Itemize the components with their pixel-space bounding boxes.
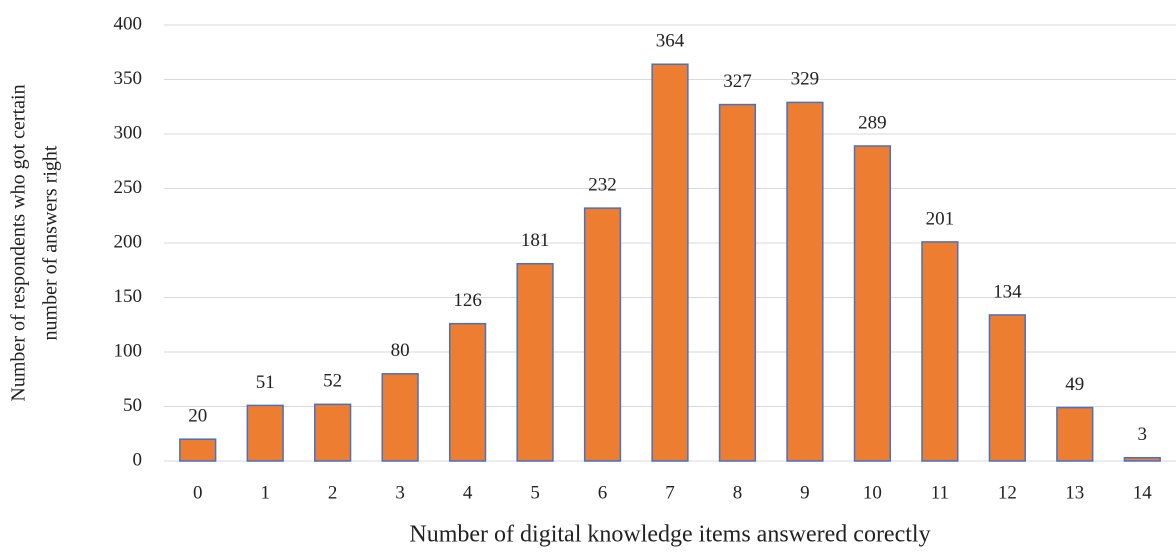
x-tick-label: 7 bbox=[665, 482, 675, 503]
x-tick-label: 0 bbox=[193, 482, 203, 503]
y-tick-label: 100 bbox=[114, 340, 143, 361]
data-label: 364 bbox=[656, 31, 685, 52]
bar bbox=[516, 262, 554, 462]
bar bbox=[651, 63, 689, 462]
bar bbox=[786, 101, 824, 462]
data-label: 201 bbox=[926, 208, 955, 229]
data-label: 181 bbox=[521, 230, 550, 251]
y-tick-label: 200 bbox=[114, 231, 143, 252]
bar bbox=[718, 103, 757, 462]
y-axis-label: number of answers right bbox=[40, 145, 62, 340]
bar bbox=[246, 404, 284, 462]
data-label: 327 bbox=[723, 71, 752, 92]
bar bbox=[314, 403, 352, 462]
bar bbox=[853, 145, 892, 462]
x-tick-label: 11 bbox=[931, 482, 949, 503]
data-label: 134 bbox=[993, 281, 1022, 302]
y-tick-label: 350 bbox=[114, 68, 143, 89]
bar bbox=[921, 241, 959, 462]
bar bbox=[1056, 406, 1094, 462]
x-tick-label: 8 bbox=[733, 482, 743, 503]
y-tick-label: 400 bbox=[114, 13, 143, 34]
y-tick-label: 250 bbox=[114, 177, 143, 198]
data-label: 49 bbox=[1065, 374, 1084, 395]
data-label: 232 bbox=[588, 174, 617, 195]
x-tick-label: 5 bbox=[530, 482, 540, 503]
x-tick-label: 3 bbox=[395, 482, 405, 503]
data-label: 20 bbox=[188, 406, 207, 427]
bar bbox=[381, 373, 419, 462]
data-label: 52 bbox=[323, 371, 342, 392]
data-label: 289 bbox=[858, 112, 887, 133]
x-tick-label: 10 bbox=[863, 482, 882, 503]
x-tick-label: 14 bbox=[1133, 482, 1153, 503]
data-label: 329 bbox=[791, 69, 820, 90]
x-axis-label: Number of digital knowledge items answer… bbox=[409, 522, 930, 548]
data-label: 3 bbox=[1138, 424, 1148, 445]
y-tick-label: 50 bbox=[123, 395, 142, 416]
x-tick-label: 2 bbox=[328, 482, 338, 503]
x-tick-label: 1 bbox=[260, 482, 270, 503]
data-label: 80 bbox=[391, 340, 410, 361]
bar bbox=[988, 314, 1026, 462]
y-tick-label: 300 bbox=[114, 122, 143, 143]
y-tick-label: 150 bbox=[114, 286, 143, 307]
y-axis-label: Number of respondents who got certain bbox=[8, 84, 30, 401]
x-tick-label: 12 bbox=[998, 482, 1017, 503]
data-label: 51 bbox=[256, 372, 275, 393]
x-tick-label: 9 bbox=[800, 482, 810, 503]
x-tick-label: 4 bbox=[463, 482, 473, 503]
bar bbox=[448, 322, 487, 462]
bar bbox=[179, 438, 217, 462]
data-label: 126 bbox=[453, 290, 482, 311]
x-tick-label: 6 bbox=[598, 482, 608, 503]
bar bbox=[1123, 456, 1161, 462]
bar bbox=[583, 207, 622, 462]
y-tick-label: 0 bbox=[133, 449, 143, 470]
x-tick-label: 13 bbox=[1065, 482, 1084, 503]
